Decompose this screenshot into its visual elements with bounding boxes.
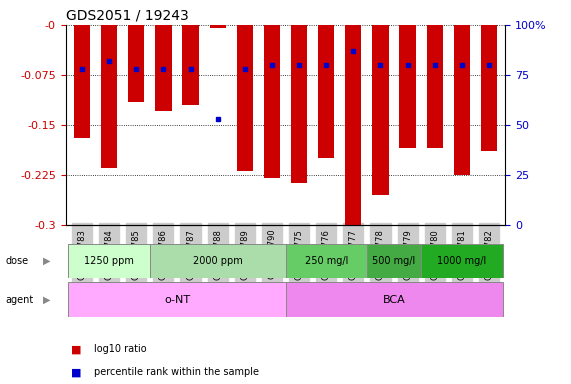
Bar — [69, 282, 286, 317]
Bar — [291, 25, 307, 183]
Bar — [367, 244, 421, 278]
Bar — [74, 25, 90, 138]
Bar — [454, 25, 470, 175]
Text: ▶: ▶ — [43, 295, 50, 305]
Text: ■: ■ — [71, 344, 82, 354]
Bar — [481, 25, 497, 151]
Text: agent: agent — [6, 295, 34, 305]
Bar — [236, 25, 253, 171]
Text: 250 mg/l: 250 mg/l — [304, 256, 348, 266]
Bar — [101, 25, 117, 168]
Text: percentile rank within the sample: percentile rank within the sample — [94, 367, 259, 377]
Bar — [427, 25, 443, 148]
Text: log10 ratio: log10 ratio — [94, 344, 147, 354]
Bar — [421, 244, 502, 278]
Bar — [264, 25, 280, 178]
Bar — [128, 25, 144, 101]
Text: ▶: ▶ — [43, 256, 50, 266]
Text: ■: ■ — [71, 367, 82, 377]
Text: dose: dose — [6, 256, 29, 266]
Bar — [318, 25, 335, 158]
Text: 500 mg/l: 500 mg/l — [372, 256, 416, 266]
Text: 1000 mg/l: 1000 mg/l — [437, 256, 486, 266]
Bar — [286, 244, 367, 278]
Bar — [286, 282, 502, 317]
Bar — [372, 25, 389, 195]
Bar — [400, 25, 416, 148]
Text: GDS2051 / 19243: GDS2051 / 19243 — [66, 8, 188, 22]
Bar — [150, 244, 286, 278]
Text: 2000 ppm: 2000 ppm — [193, 256, 243, 266]
Bar — [69, 244, 150, 278]
Text: BCA: BCA — [383, 295, 405, 305]
Bar — [155, 25, 171, 111]
Bar — [210, 25, 226, 28]
Text: 1250 ppm: 1250 ppm — [84, 256, 134, 266]
Bar — [182, 25, 199, 105]
Bar — [345, 25, 361, 225]
Text: o-NT: o-NT — [164, 295, 190, 305]
